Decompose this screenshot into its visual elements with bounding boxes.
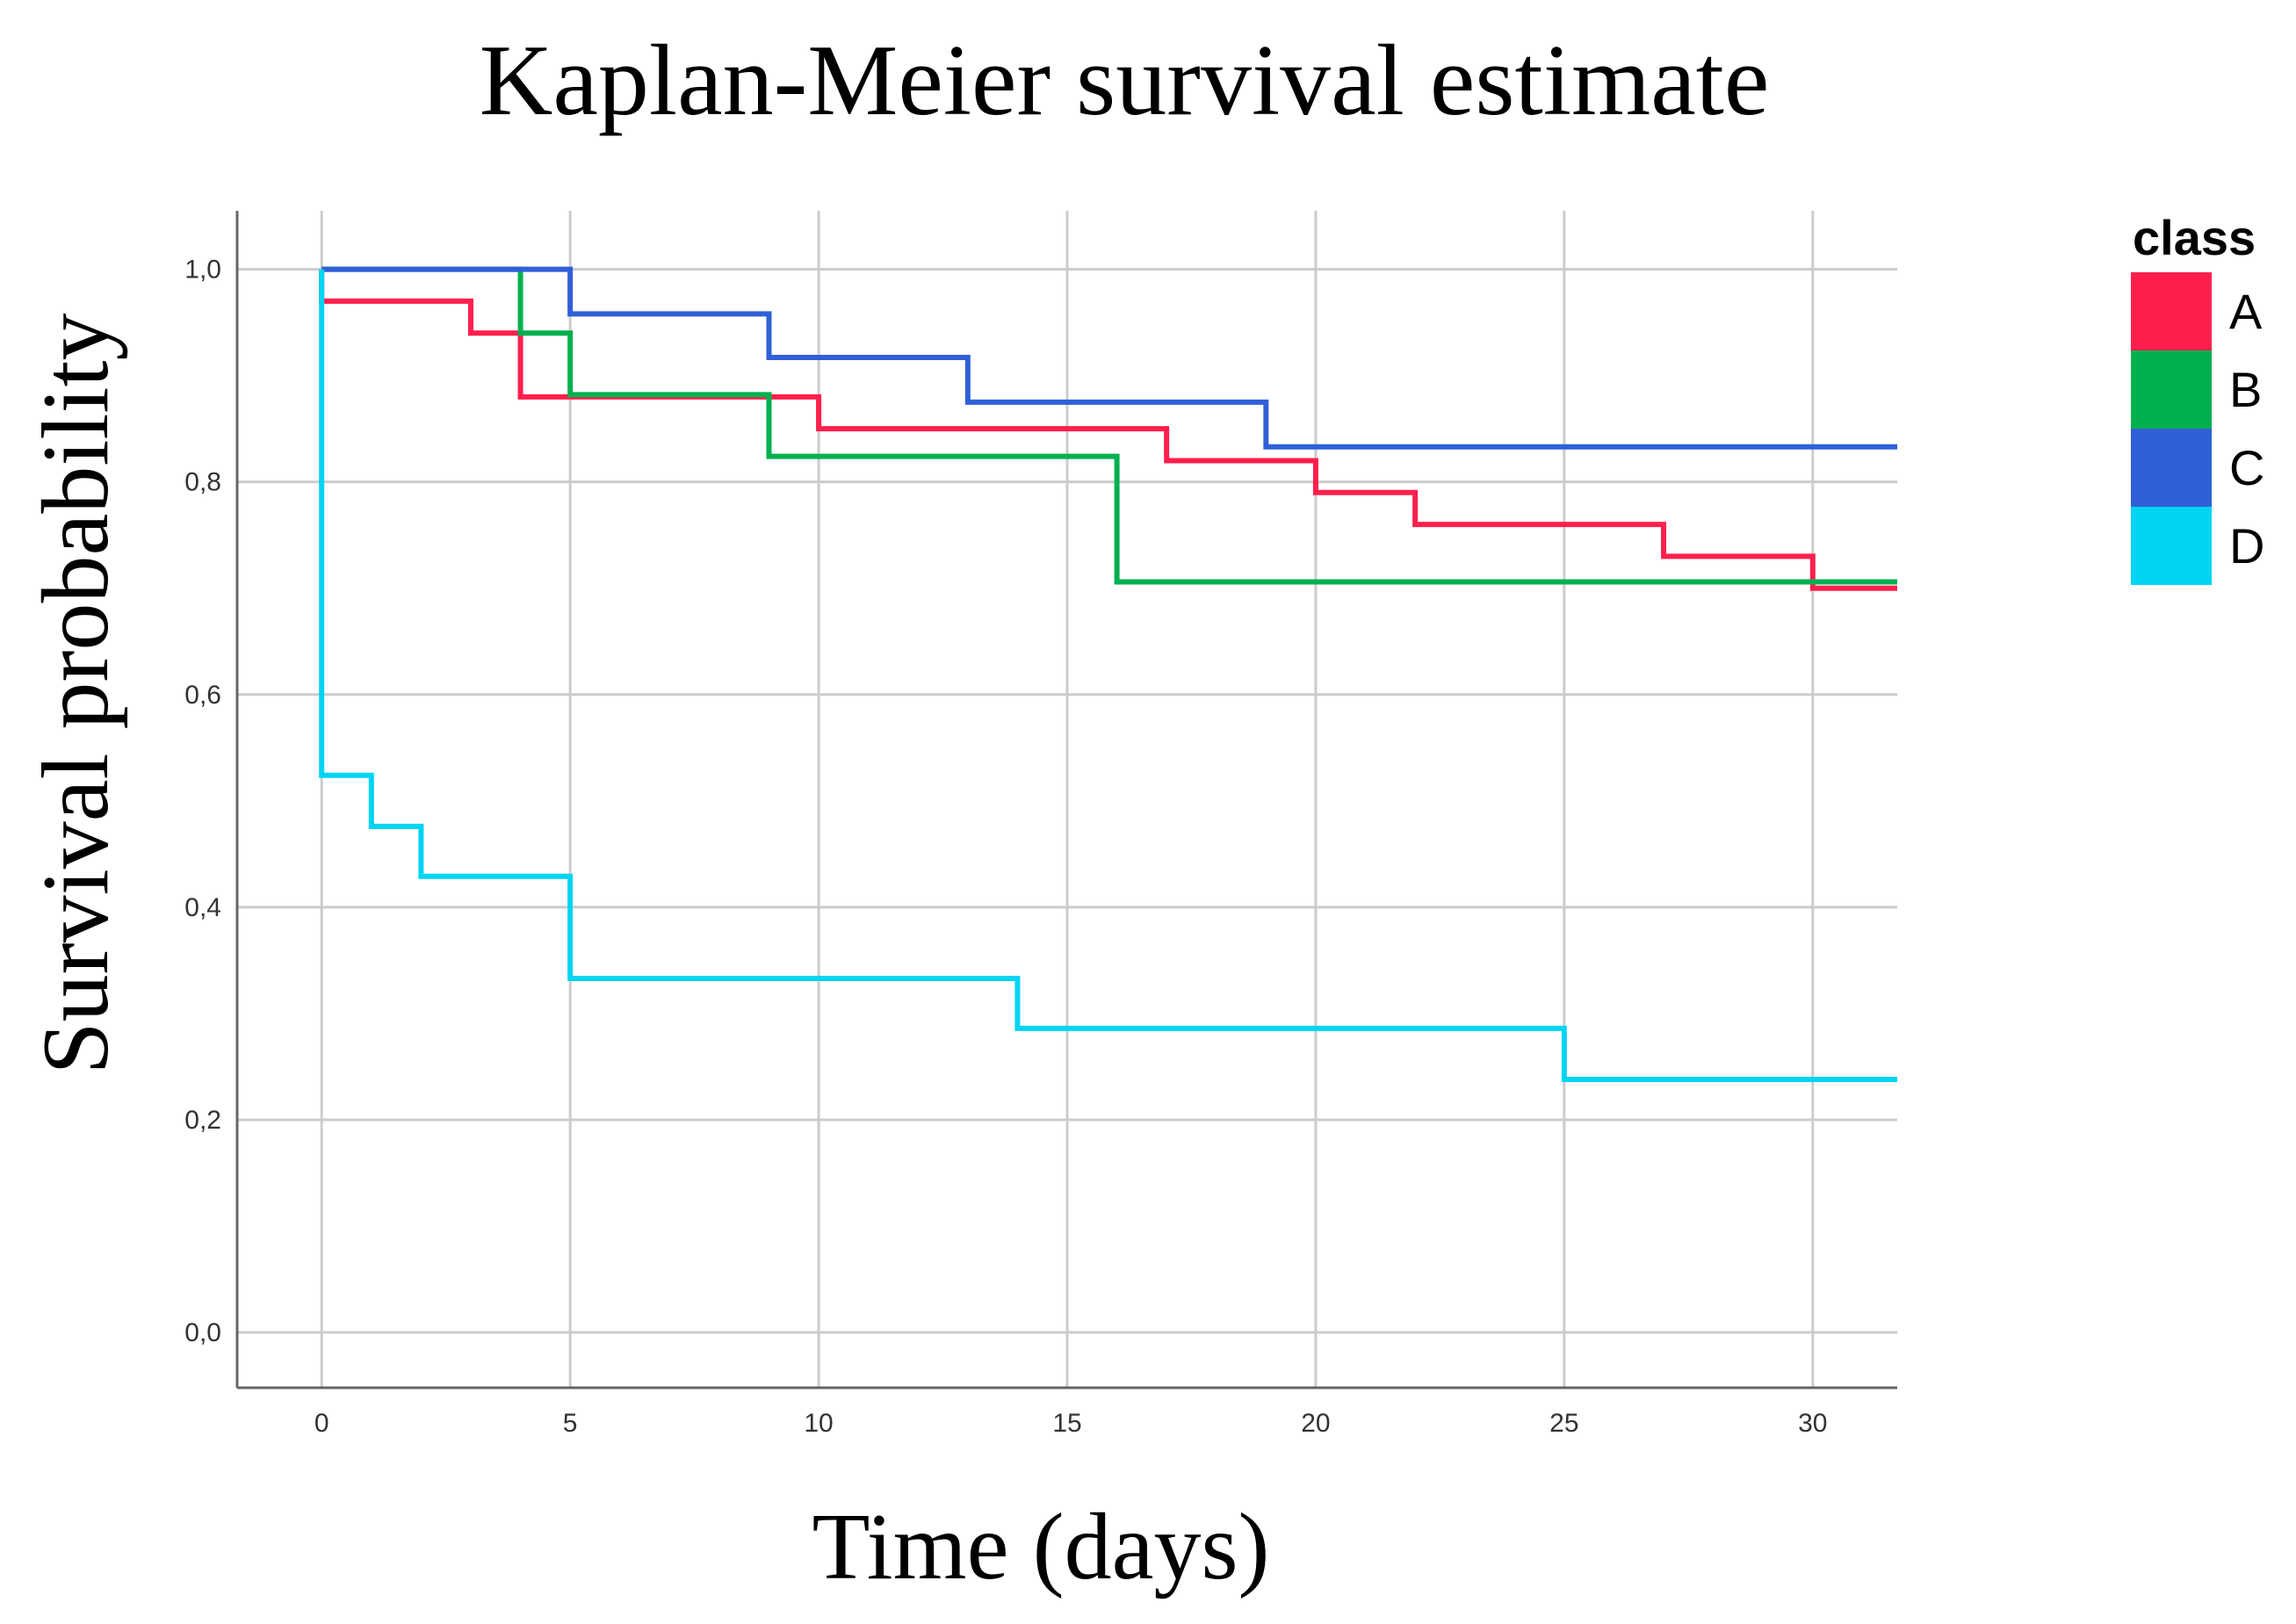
series-line-d: [319, 269, 1897, 1082]
y-axis-title: Survival probability: [24, 314, 128, 1075]
x-tick-label: 5: [563, 1409, 578, 1438]
y-tick-label: 0,6: [184, 681, 221, 710]
series-line-c: [321, 266, 1897, 450]
x-tick-label: 0: [314, 1409, 329, 1438]
x-tick-label: 20: [1301, 1409, 1330, 1438]
y-tick-label: 0,0: [184, 1318, 221, 1347]
x-tick-labels: 0 5 10 15 20 25 30: [314, 1409, 1828, 1438]
legend-swatch-d: [2131, 507, 2212, 585]
legend-title: class: [2133, 210, 2256, 265]
y-tick-labels: 0,0 0,2 0,4 0,6 0,8 1,0: [184, 256, 221, 1347]
series-line-b: [321, 266, 1897, 585]
legend-swatch-c: [2131, 429, 2212, 507]
x-tick-label: 15: [1052, 1409, 1081, 1438]
legend-label: A: [2229, 284, 2263, 339]
x-axis-title: Time (days): [812, 1495, 1269, 1599]
y-tick-label: 0,2: [184, 1106, 221, 1135]
plot-series: [319, 266, 1897, 1082]
legend-swatch-b: [2131, 350, 2212, 429]
legend-label: C: [2229, 440, 2264, 495]
series-line-a: [319, 269, 1897, 591]
grid: [237, 211, 1897, 1388]
legend-label: D: [2229, 518, 2264, 574]
x-tick-label: 25: [1549, 1409, 1578, 1438]
x-tick-label: 10: [804, 1409, 833, 1438]
y-tick-label: 0,4: [184, 893, 221, 922]
legend-label: B: [2229, 362, 2262, 417]
axes: [235, 211, 1897, 1389]
y-tick-label: 0,8: [184, 468, 221, 497]
chart-title: Kaplan-Meier survival estimate: [480, 25, 1770, 137]
y-tick-label: 1,0: [184, 256, 221, 285]
x-tick-label: 30: [1798, 1409, 1827, 1438]
legend-swatch-a: [2131, 272, 2212, 350]
